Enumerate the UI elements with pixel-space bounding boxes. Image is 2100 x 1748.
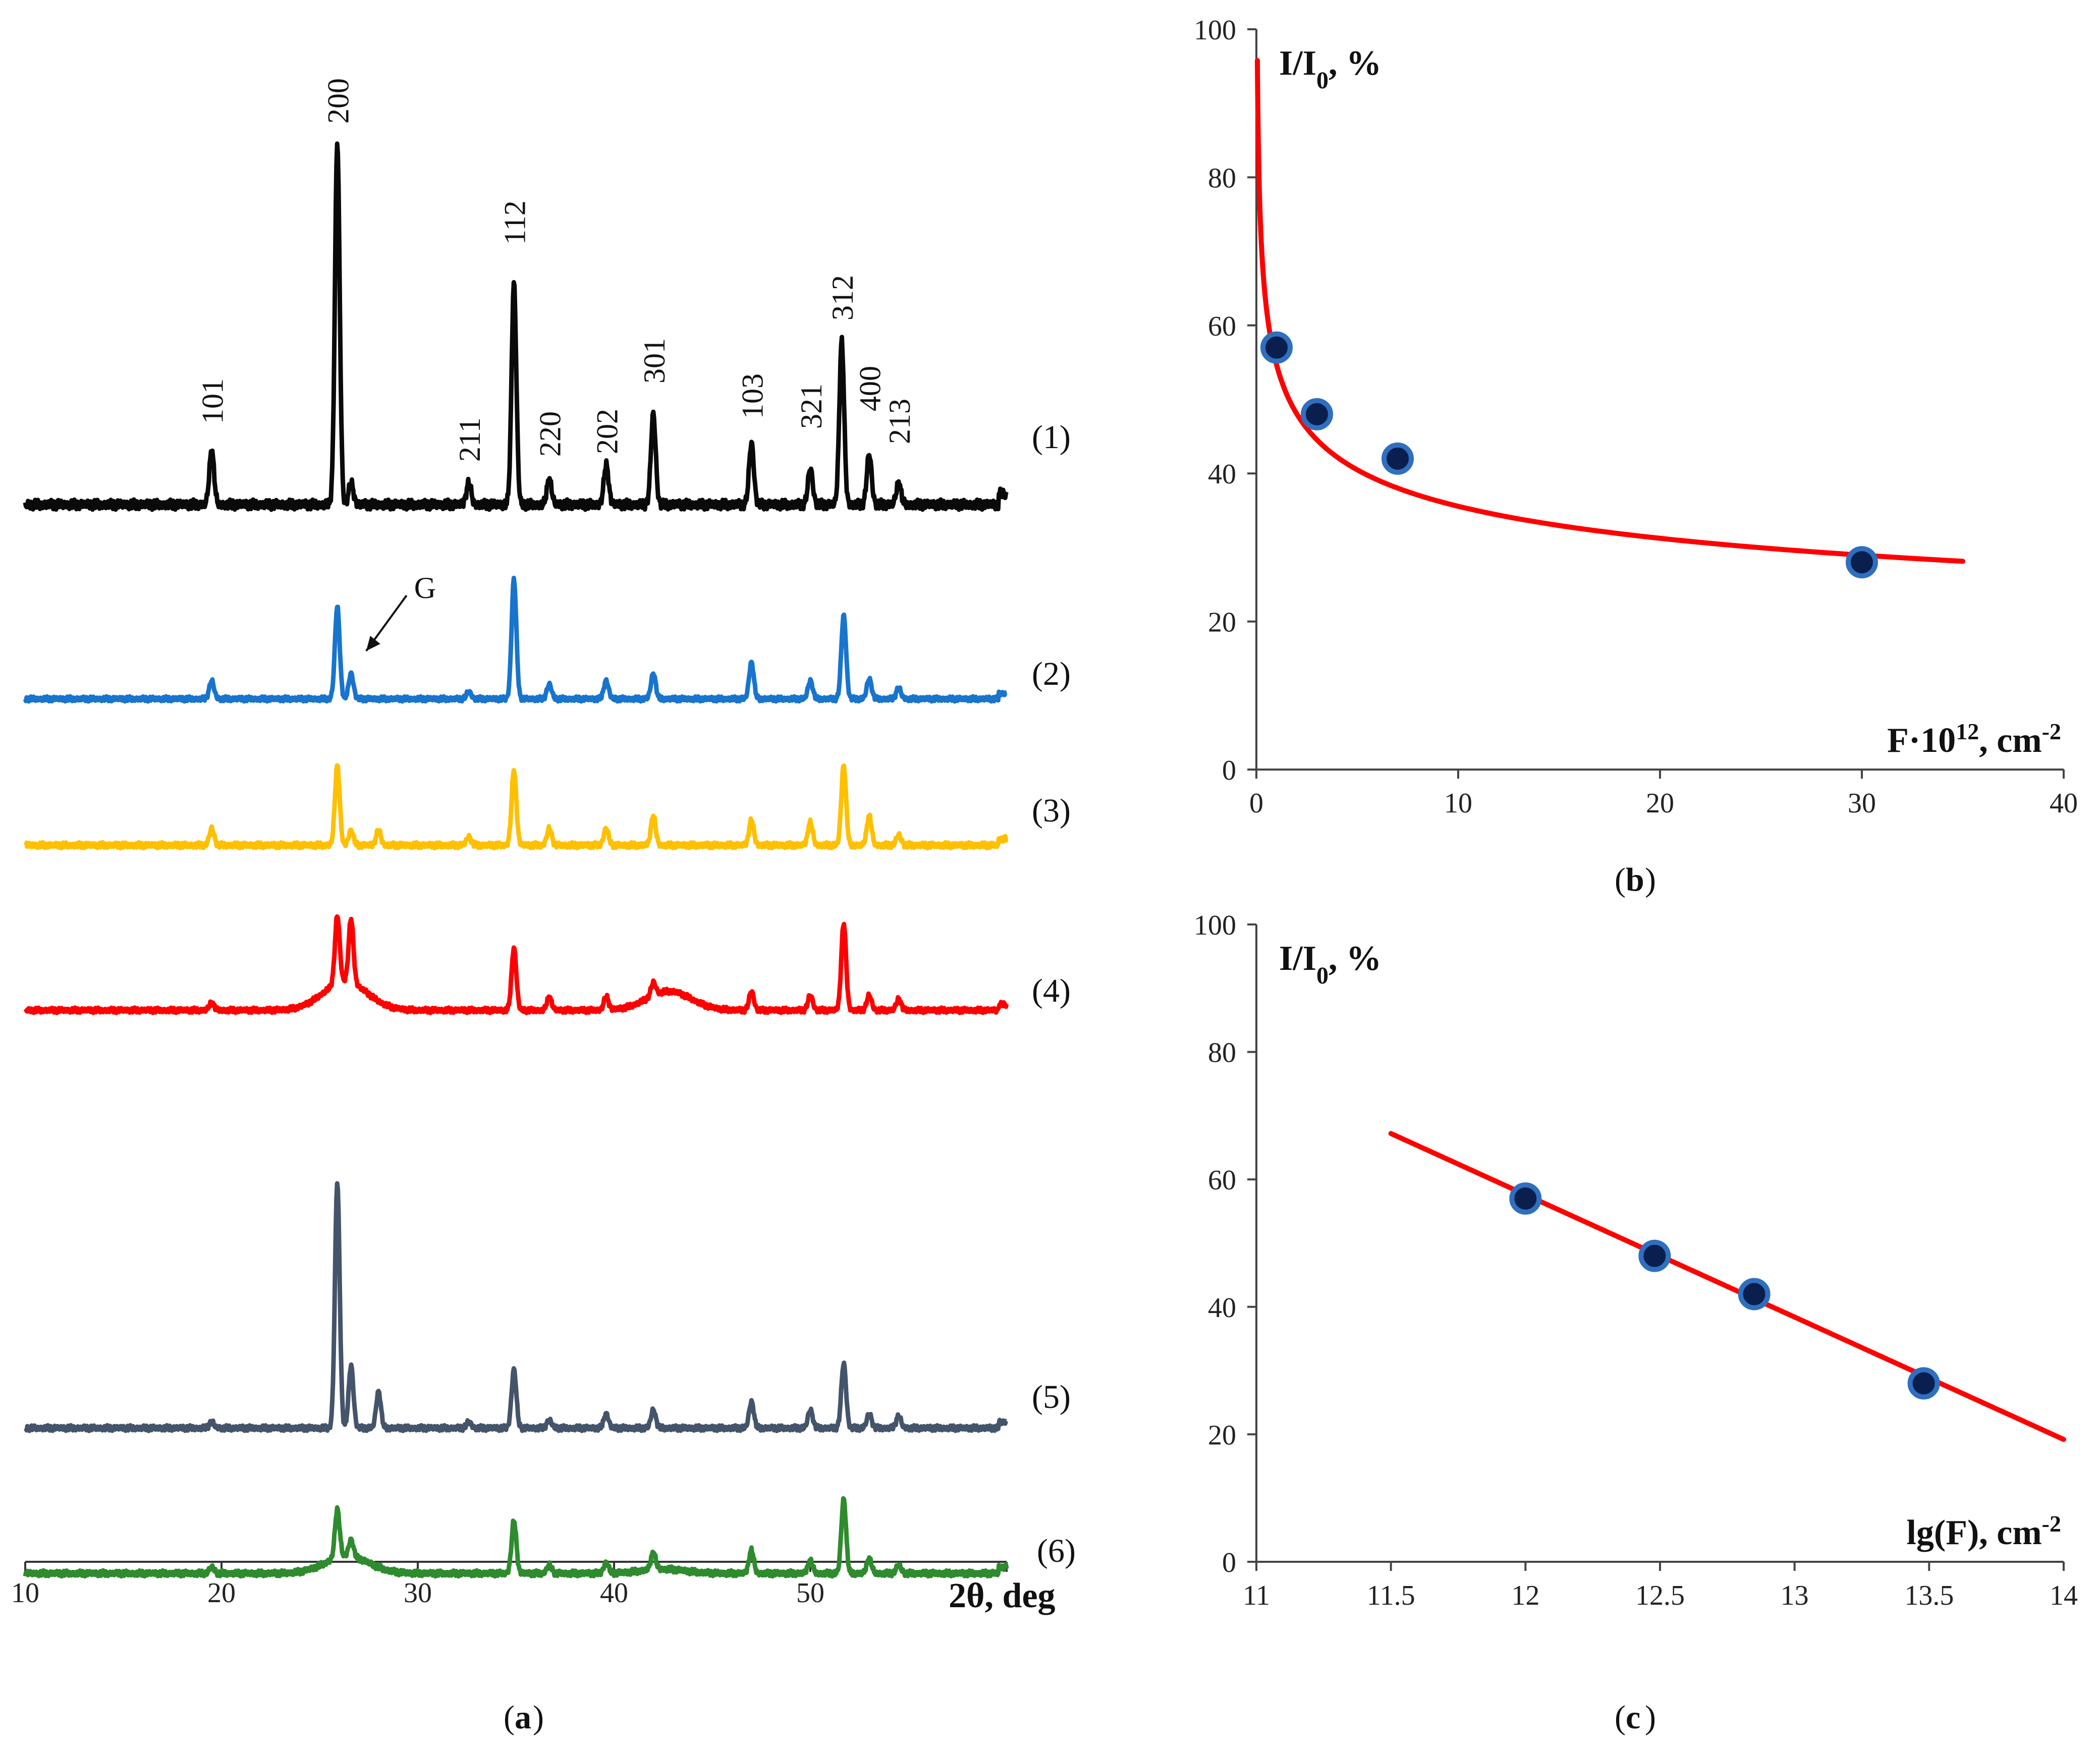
- x-tick-label: 20: [207, 1577, 236, 1609]
- hkl-label: 312: [826, 275, 859, 320]
- x-tick-label: 13.5: [1904, 1580, 1954, 1611]
- pattern-label: (3): [1032, 792, 1071, 829]
- fluence-linear-panel: 0 10 20 30 40 0 20 40 60 80 100 I/I0, % F·1012, cm-2…: [1194, 15, 2078, 898]
- x-tick-label: 11: [1243, 1580, 1270, 1611]
- hkl-label: 103: [736, 373, 769, 419]
- y-tick-label: 80: [1208, 162, 1236, 194]
- x-axis-title-superscript: -2: [2042, 1511, 2061, 1537]
- pattern-label: (5): [1032, 1379, 1071, 1415]
- hkl-label: 301: [638, 338, 671, 384]
- xrd-panel: 10 20 30 40 50 2θ, deg (1) (2) (3) (4) (5) (6) 101 20…: [11, 78, 1076, 1736]
- y-tick-label: 40: [1208, 459, 1236, 490]
- xrd-pattern-line: [23, 1496, 1009, 1579]
- y-tick-label: 0: [1222, 755, 1236, 786]
- panel-label-open: (: [1615, 1699, 1626, 1736]
- y-axis-title-subscript: 0: [1316, 962, 1329, 989]
- x-tick-label: 20: [1646, 788, 1674, 819]
- hkl-label: 211: [453, 417, 486, 462]
- g-annotation-label: G: [414, 571, 436, 605]
- hkl-label: 213: [883, 399, 916, 444]
- y-tick-label: 20: [1208, 607, 1236, 638]
- hkl-label: 321: [795, 384, 828, 429]
- x-tick-label: 12.5: [1635, 1580, 1685, 1611]
- hkl-label: 220: [534, 411, 567, 457]
- xrd-pattern-line: [23, 914, 1009, 1015]
- xrd-pattern-line: [23, 1181, 1009, 1434]
- fluence-log-panel: 11 11.5 12 12.5 13 13.5 14 0 20 40 60 80 100 I/I0, % l…: [1194, 910, 2078, 1736]
- x-tick-label: 12: [1511, 1580, 1539, 1611]
- y-tick-label: 60: [1208, 311, 1236, 342]
- panel-label-letter: c: [1626, 1699, 1640, 1736]
- panel-label-close: ): [1645, 1699, 1656, 1736]
- fit-curve-line: [1255, 58, 1965, 564]
- data-point-marker: [1509, 1182, 1542, 1215]
- y-tick-label: 0: [1222, 1547, 1236, 1578]
- y-tick-label: 40: [1208, 1292, 1236, 1324]
- x-tick-label: 14: [2050, 1580, 2078, 1611]
- pattern-label: (6): [1037, 1533, 1076, 1569]
- panel-label-letter: b: [1626, 861, 1644, 898]
- x-tick-label: 10: [1444, 788, 1472, 819]
- y-axis-title-subscript: 0: [1316, 67, 1329, 94]
- pattern-label: (1): [1032, 419, 1071, 456]
- y-axis-title: I/I0, %: [1279, 939, 1381, 989]
- x-tick-label: 30: [404, 1577, 432, 1609]
- x-tick-label: 13: [1781, 1580, 1809, 1611]
- y-tick-label: 80: [1208, 1037, 1236, 1069]
- y-tick-label: 100: [1194, 15, 1236, 46]
- x-axis-title-tail: , cm: [1979, 721, 2041, 760]
- pattern-label: (2): [1032, 656, 1071, 692]
- x-axis-title-superscript: 12: [1956, 719, 1979, 744]
- hkl-label: 112: [499, 200, 532, 245]
- data-point-marker: [1738, 1278, 1771, 1310]
- x-tick-label: 11.5: [1367, 1580, 1415, 1611]
- x-axis-title-superscript: -2: [2042, 719, 2061, 744]
- hkl-label: 202: [590, 409, 624, 454]
- xrd-pattern-line: [23, 763, 1009, 851]
- fit-curve-line: [1388, 1131, 2066, 1442]
- y-tick-label: 100: [1194, 910, 1236, 941]
- x-tick-label: 30: [1848, 788, 1876, 819]
- hkl-label: 200: [322, 78, 355, 124]
- xrd-pattern-line: [23, 575, 1009, 704]
- x-tick-label: 50: [796, 1577, 824, 1609]
- panel-label-letter: a: [515, 1699, 531, 1736]
- panel-label-open: (: [504, 1699, 515, 1736]
- hkl-label: 101: [196, 378, 230, 424]
- panel-label-close: ): [533, 1699, 544, 1736]
- hkl-label: 400: [854, 366, 887, 411]
- panel-label-close: ): [1645, 861, 1656, 898]
- data-point-marker: [1846, 546, 1878, 579]
- x-tick-label: 40: [2050, 788, 2078, 819]
- data-point-marker: [1638, 1239, 1671, 1272]
- xrd-pattern-line: [23, 141, 1009, 512]
- y-axis-title-tail: , %: [1329, 44, 1381, 83]
- x-tick-label: 0: [1249, 788, 1263, 819]
- data-point-marker: [1381, 442, 1414, 475]
- x-axis-title: lg(F), cm-2: [1906, 1511, 2061, 1553]
- data-point-marker: [1907, 1367, 1940, 1400]
- x-tick-label: 40: [600, 1577, 628, 1609]
- x-tick-label: 10: [11, 1577, 39, 1609]
- y-axis-title: I/I0, %: [1279, 44, 1381, 94]
- pattern-label: (4): [1032, 972, 1071, 1009]
- x-axis-title: F·1012, cm-2: [1887, 719, 2061, 760]
- data-point-marker: [1301, 398, 1333, 430]
- y-tick-label: 60: [1208, 1165, 1236, 1196]
- panel-label-open: (: [1615, 861, 1626, 898]
- y-tick-label: 20: [1208, 1419, 1236, 1451]
- y-axis-title-tail: , %: [1329, 939, 1381, 978]
- data-point-marker: [1260, 331, 1293, 364]
- x-axis-title: 2θ, deg: [949, 1576, 1056, 1615]
- g-arrow-head: [366, 636, 380, 651]
